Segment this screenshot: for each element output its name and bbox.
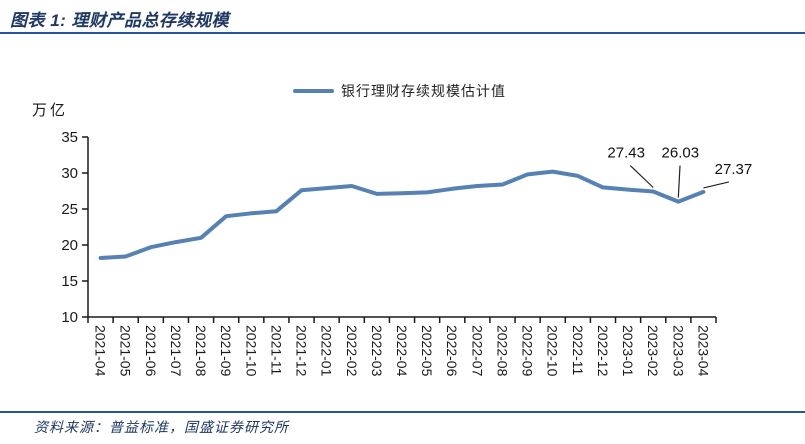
- axis-frame: [87, 137, 716, 318]
- x-axis-tick-label: 2023-02: [645, 325, 661, 377]
- x-axis-tick-label: 2022-10: [545, 325, 561, 377]
- x-axis-tick-label: 2022-07: [469, 325, 485, 377]
- source-note: 资料来源：普益标准，国盛证券研究所: [34, 419, 289, 435]
- legend-line-marker: [293, 88, 334, 94]
- title-rule: [0, 32, 805, 34]
- x-axis-tick-label: 2021-12: [294, 325, 310, 377]
- x-axis-tick-label: 2022-01: [319, 325, 335, 377]
- x-axis-tick-label: 2021-10: [243, 325, 259, 377]
- x-axis-tick-label: 2022-06: [444, 325, 460, 377]
- y-axis-tick-label: 30: [61, 165, 78, 182]
- x-axis-tick-label: 2021-08: [193, 325, 209, 377]
- annotation-leader-line: [677, 165, 681, 198]
- figure-title: 图表 1: 理财产品总存续规模: [10, 11, 230, 30]
- y-axis-tick-label: 20: [61, 237, 78, 254]
- x-axis-tick-label: 2022-12: [595, 325, 611, 377]
- x-axis-tick-label: 2021-07: [168, 325, 184, 377]
- y-axis-tick-label: 35: [61, 129, 78, 146]
- footer-rule: [0, 411, 805, 413]
- line-chart: 10 15 20 25 30 35 2021-04 2021-05 2021-06 2021-07…: [61, 129, 753, 377]
- x-axis-tick-label: 2021-04: [93, 325, 109, 377]
- annotation-label: 27.37: [715, 161, 753, 178]
- x-axis-tick-label: 2022-09: [520, 325, 536, 377]
- x-axis-tick-label: 2022-02: [344, 325, 360, 377]
- y-axis-tick-label: 10: [61, 309, 78, 326]
- y-axis-tick-label: 15: [61, 273, 78, 290]
- x-axis-tick-label: 2022-03: [369, 325, 385, 377]
- annotation-label: 27.43: [607, 145, 645, 162]
- y-axis-tick-label: 25: [61, 201, 78, 218]
- x-axis-tick-label: 2023-03: [670, 325, 686, 377]
- x-axis-tick-label: 2021-11: [268, 325, 284, 376]
- x-axis-tick-label: 2023-04: [695, 325, 711, 377]
- x-axis-tick-label: 2021-06: [143, 325, 159, 377]
- data-line-series: [98, 169, 706, 260]
- x-axis-tick-label: 2022-11: [570, 325, 586, 376]
- annotation-leader-line: [629, 165, 654, 188]
- x-axis-tick-label: 2021-05: [118, 325, 134, 377]
- x-axis-tick-label: 2023-01: [620, 325, 636, 377]
- annotation-leader-line: [703, 181, 730, 189]
- x-axis-tick-label: 2021-09: [218, 325, 234, 377]
- x-axis-tick-label: 2022-08: [494, 325, 510, 377]
- annotation-label: 26.03: [662, 145, 700, 162]
- y-axis-unit-label: 万亿: [32, 102, 69, 119]
- chart-legend: 银行理财存续规模估计值: [293, 81, 506, 101]
- legend-label: 银行理财存续规模估计值: [341, 83, 506, 99]
- x-axis-tick-label: 2022-05: [419, 325, 435, 377]
- x-axis-tick-label: 2022-04: [394, 325, 410, 377]
